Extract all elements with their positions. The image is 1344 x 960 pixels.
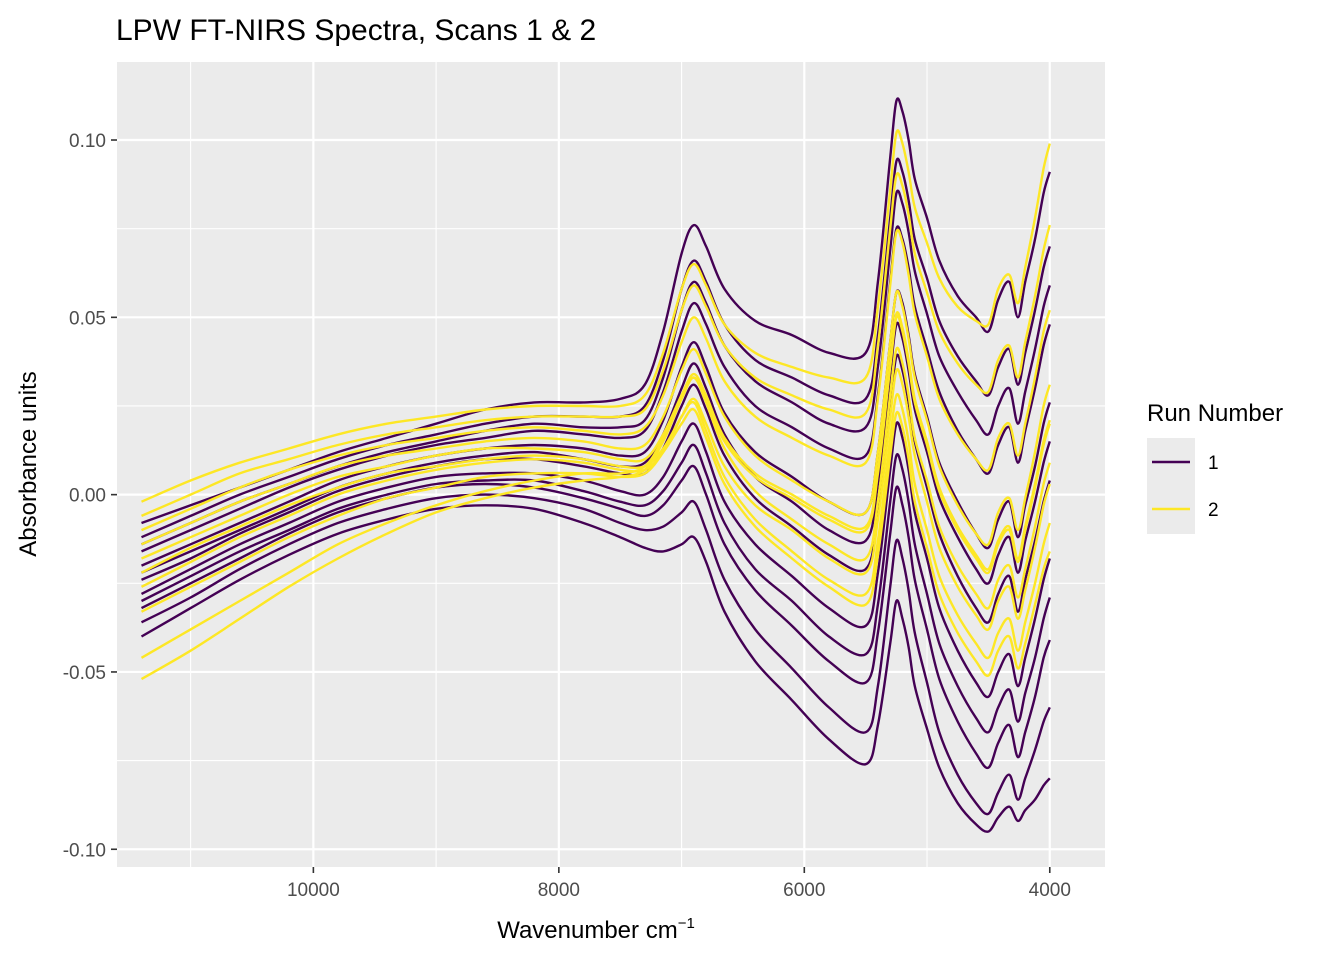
spectrum-line-run-2 [140, 368, 1051, 631]
spectrum-line-run-2 [141, 228, 1051, 532]
spectrum-line-run-2 [141, 289, 1051, 547]
x-axis-title-text: Wavenumber cm [497, 917, 678, 944]
y-tick-label: 0.10 [69, 131, 106, 152]
spectrum-line-run-1 [141, 157, 1051, 539]
x-tick-label: 10000 [287, 880, 340, 901]
x-axis-title-superscript: −1 [678, 915, 695, 932]
x-axis: 10000 8000 6000 4000 [287, 867, 1071, 901]
legend-label-1: 1 [1208, 453, 1219, 474]
spectrum-line-run-2 [141, 172, 1051, 518]
legend-label-2: 2 [1208, 500, 1219, 521]
y-tick-label: -0.05 [63, 663, 106, 684]
y-axis-title: Absorbance units [15, 371, 42, 556]
spectrum-line-run-2 [141, 129, 1051, 503]
x-tick-label: 4000 [1029, 880, 1071, 901]
spectrum-line-run-1 [141, 225, 1051, 553]
spectrum-line-run-1 [141, 97, 1051, 525]
spectrum-line-run-1 [140, 493, 1051, 816]
spectrum-line-run-1 [140, 464, 1051, 770]
spectra-lines [140, 97, 1051, 833]
spectrum-line-run-2 [140, 314, 1051, 681]
legend-title: Run Number [1147, 400, 1283, 427]
legend: Run Number 1 2 [1147, 400, 1283, 534]
spectrum-line-run-2 [140, 407, 1051, 677]
y-tick-label: 0.00 [69, 486, 106, 507]
x-axis-title: Wavenumber cm−1 [497, 915, 695, 944]
spectrum-line-run-1 [141, 189, 1051, 546]
x-tick-label: 8000 [538, 880, 580, 901]
major-gridlines [117, 62, 1105, 867]
y-axis: 0.10 0.05 0.00 -0.05 -0.10 [63, 131, 117, 861]
spectrum-line-run-1 [141, 321, 1051, 585]
spectrum-line-run-1 [140, 421, 1051, 699]
spectrum-line-run-2 [140, 393, 1051, 660]
y-tick-label: -0.10 [63, 840, 106, 861]
spectrum-line-run-2 [141, 346, 1051, 610]
spectrum-line-run-1 [140, 443, 1051, 734]
chart-title: LPW FT-NIRS Spectra, Scans 1 & 2 [116, 14, 596, 47]
x-tick-label: 6000 [783, 880, 825, 901]
y-tick-label: 0.05 [69, 308, 106, 329]
